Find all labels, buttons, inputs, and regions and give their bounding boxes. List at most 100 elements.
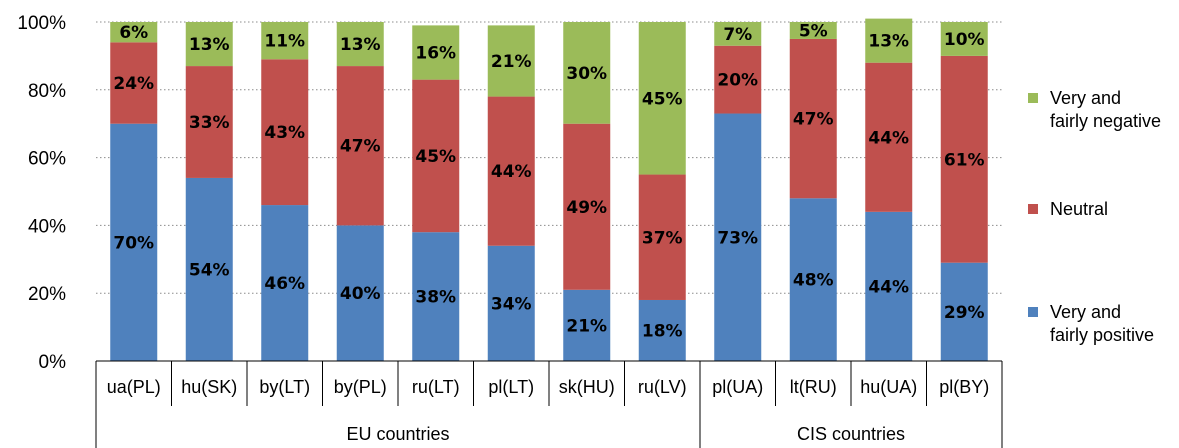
category-label: ru(LT) bbox=[412, 377, 460, 397]
data-label: 48% bbox=[793, 271, 834, 291]
bar-segment bbox=[789, 38, 837, 199]
category-label: pl(LT) bbox=[488, 377, 534, 397]
data-label: 47% bbox=[793, 110, 834, 130]
y-tick-label: 40% bbox=[28, 216, 66, 237]
data-label: 45% bbox=[415, 147, 456, 167]
legend-label: fairly positive bbox=[1050, 325, 1154, 345]
data-label: 45% bbox=[642, 89, 683, 109]
group-label: EU countries bbox=[346, 424, 449, 444]
bar-segment bbox=[261, 205, 309, 361]
bar-segment bbox=[638, 22, 686, 175]
bar-segment bbox=[940, 262, 988, 361]
data-label: 29% bbox=[944, 303, 985, 323]
data-label: 13% bbox=[189, 35, 230, 55]
data-label: 73% bbox=[717, 228, 758, 248]
data-label: 38% bbox=[415, 288, 456, 308]
bar-segment bbox=[940, 22, 988, 56]
y-tick-label: 0% bbox=[39, 352, 67, 373]
bar-segment bbox=[412, 25, 460, 80]
data-label: 11% bbox=[264, 32, 305, 52]
bar-segment bbox=[563, 123, 611, 290]
bar-segment bbox=[185, 66, 233, 178]
data-label: 7% bbox=[723, 25, 752, 45]
data-label: 30% bbox=[566, 64, 607, 84]
data-label: 24% bbox=[113, 74, 154, 94]
bar-segment bbox=[789, 198, 837, 361]
data-label: 54% bbox=[189, 260, 230, 280]
data-label: 61% bbox=[944, 150, 985, 170]
bar-segment bbox=[110, 22, 158, 43]
bar-segment bbox=[714, 113, 762, 361]
legend-swatch bbox=[1028, 307, 1038, 317]
data-label: 44% bbox=[868, 277, 909, 297]
bar-segment bbox=[185, 177, 233, 361]
bar-segment bbox=[563, 22, 611, 124]
category-label: by(PL) bbox=[334, 377, 387, 397]
bar-segment bbox=[487, 25, 535, 97]
bar-segment bbox=[940, 55, 988, 263]
bar-segment bbox=[563, 289, 611, 361]
bar-segment bbox=[865, 211, 913, 361]
group-label: CIS countries bbox=[797, 424, 905, 444]
legend-swatch bbox=[1028, 93, 1038, 103]
bar-segment bbox=[185, 22, 233, 67]
data-label: 40% bbox=[340, 284, 381, 304]
data-label: 20% bbox=[717, 71, 758, 91]
data-label: 13% bbox=[340, 35, 381, 55]
category-label: ua(PL) bbox=[107, 377, 161, 397]
bar-segment bbox=[412, 232, 460, 361]
bar-segment bbox=[487, 96, 535, 246]
bar-segment bbox=[261, 59, 309, 206]
data-label: 21% bbox=[491, 52, 532, 72]
y-tick-label: 20% bbox=[28, 284, 66, 305]
bar-segment bbox=[865, 18, 913, 63]
bar-segment bbox=[412, 79, 460, 233]
data-label: 21% bbox=[566, 316, 607, 336]
data-label: 33% bbox=[189, 113, 230, 133]
category-label: by(LT) bbox=[259, 377, 310, 397]
category-label: lt(RU) bbox=[790, 377, 837, 397]
bar-segment bbox=[336, 66, 384, 226]
data-label: 47% bbox=[340, 137, 381, 157]
y-tick-label: 60% bbox=[28, 149, 66, 170]
category-label: pl(BY) bbox=[939, 377, 989, 397]
y-tick-label: 80% bbox=[28, 81, 66, 102]
data-label: 44% bbox=[491, 162, 532, 182]
data-label: 49% bbox=[566, 198, 607, 218]
bar-segment bbox=[261, 22, 309, 60]
data-label: 10% bbox=[944, 30, 985, 50]
data-label: 70% bbox=[113, 233, 154, 253]
bar-segment bbox=[638, 174, 686, 300]
bar-segment bbox=[714, 22, 762, 46]
data-label: 16% bbox=[415, 44, 456, 64]
bar-segment bbox=[336, 225, 384, 361]
bar-segment bbox=[789, 22, 837, 39]
data-label: 6% bbox=[119, 23, 148, 43]
bar-segment bbox=[110, 123, 158, 361]
bar-segment bbox=[865, 62, 913, 212]
category-label: hu(SK) bbox=[181, 377, 237, 397]
category-label: hu(UA) bbox=[860, 377, 917, 397]
data-label: 43% bbox=[264, 123, 305, 143]
bar-segment bbox=[714, 45, 762, 114]
data-label: 5% bbox=[799, 21, 828, 41]
category-label: ru(LV) bbox=[638, 377, 687, 397]
bar-segment bbox=[638, 299, 686, 361]
data-label: 37% bbox=[642, 228, 683, 248]
data-label: 18% bbox=[642, 321, 683, 341]
legend-label: Very and bbox=[1050, 302, 1121, 322]
category-label: sk(HU) bbox=[559, 377, 615, 397]
bar-segment bbox=[487, 245, 535, 361]
data-label: 13% bbox=[868, 32, 909, 52]
bar-segment bbox=[110, 42, 158, 124]
data-label: 46% bbox=[264, 274, 305, 294]
legend-label: Neutral bbox=[1050, 199, 1108, 219]
bar-segment bbox=[336, 22, 384, 67]
legend-swatch bbox=[1028, 204, 1038, 214]
data-label: 44% bbox=[868, 128, 909, 148]
category-label: pl(UA) bbox=[712, 377, 763, 397]
legend-label: Very and bbox=[1050, 88, 1121, 108]
data-label: 34% bbox=[491, 294, 532, 314]
legend-label: fairly negative bbox=[1050, 111, 1161, 131]
